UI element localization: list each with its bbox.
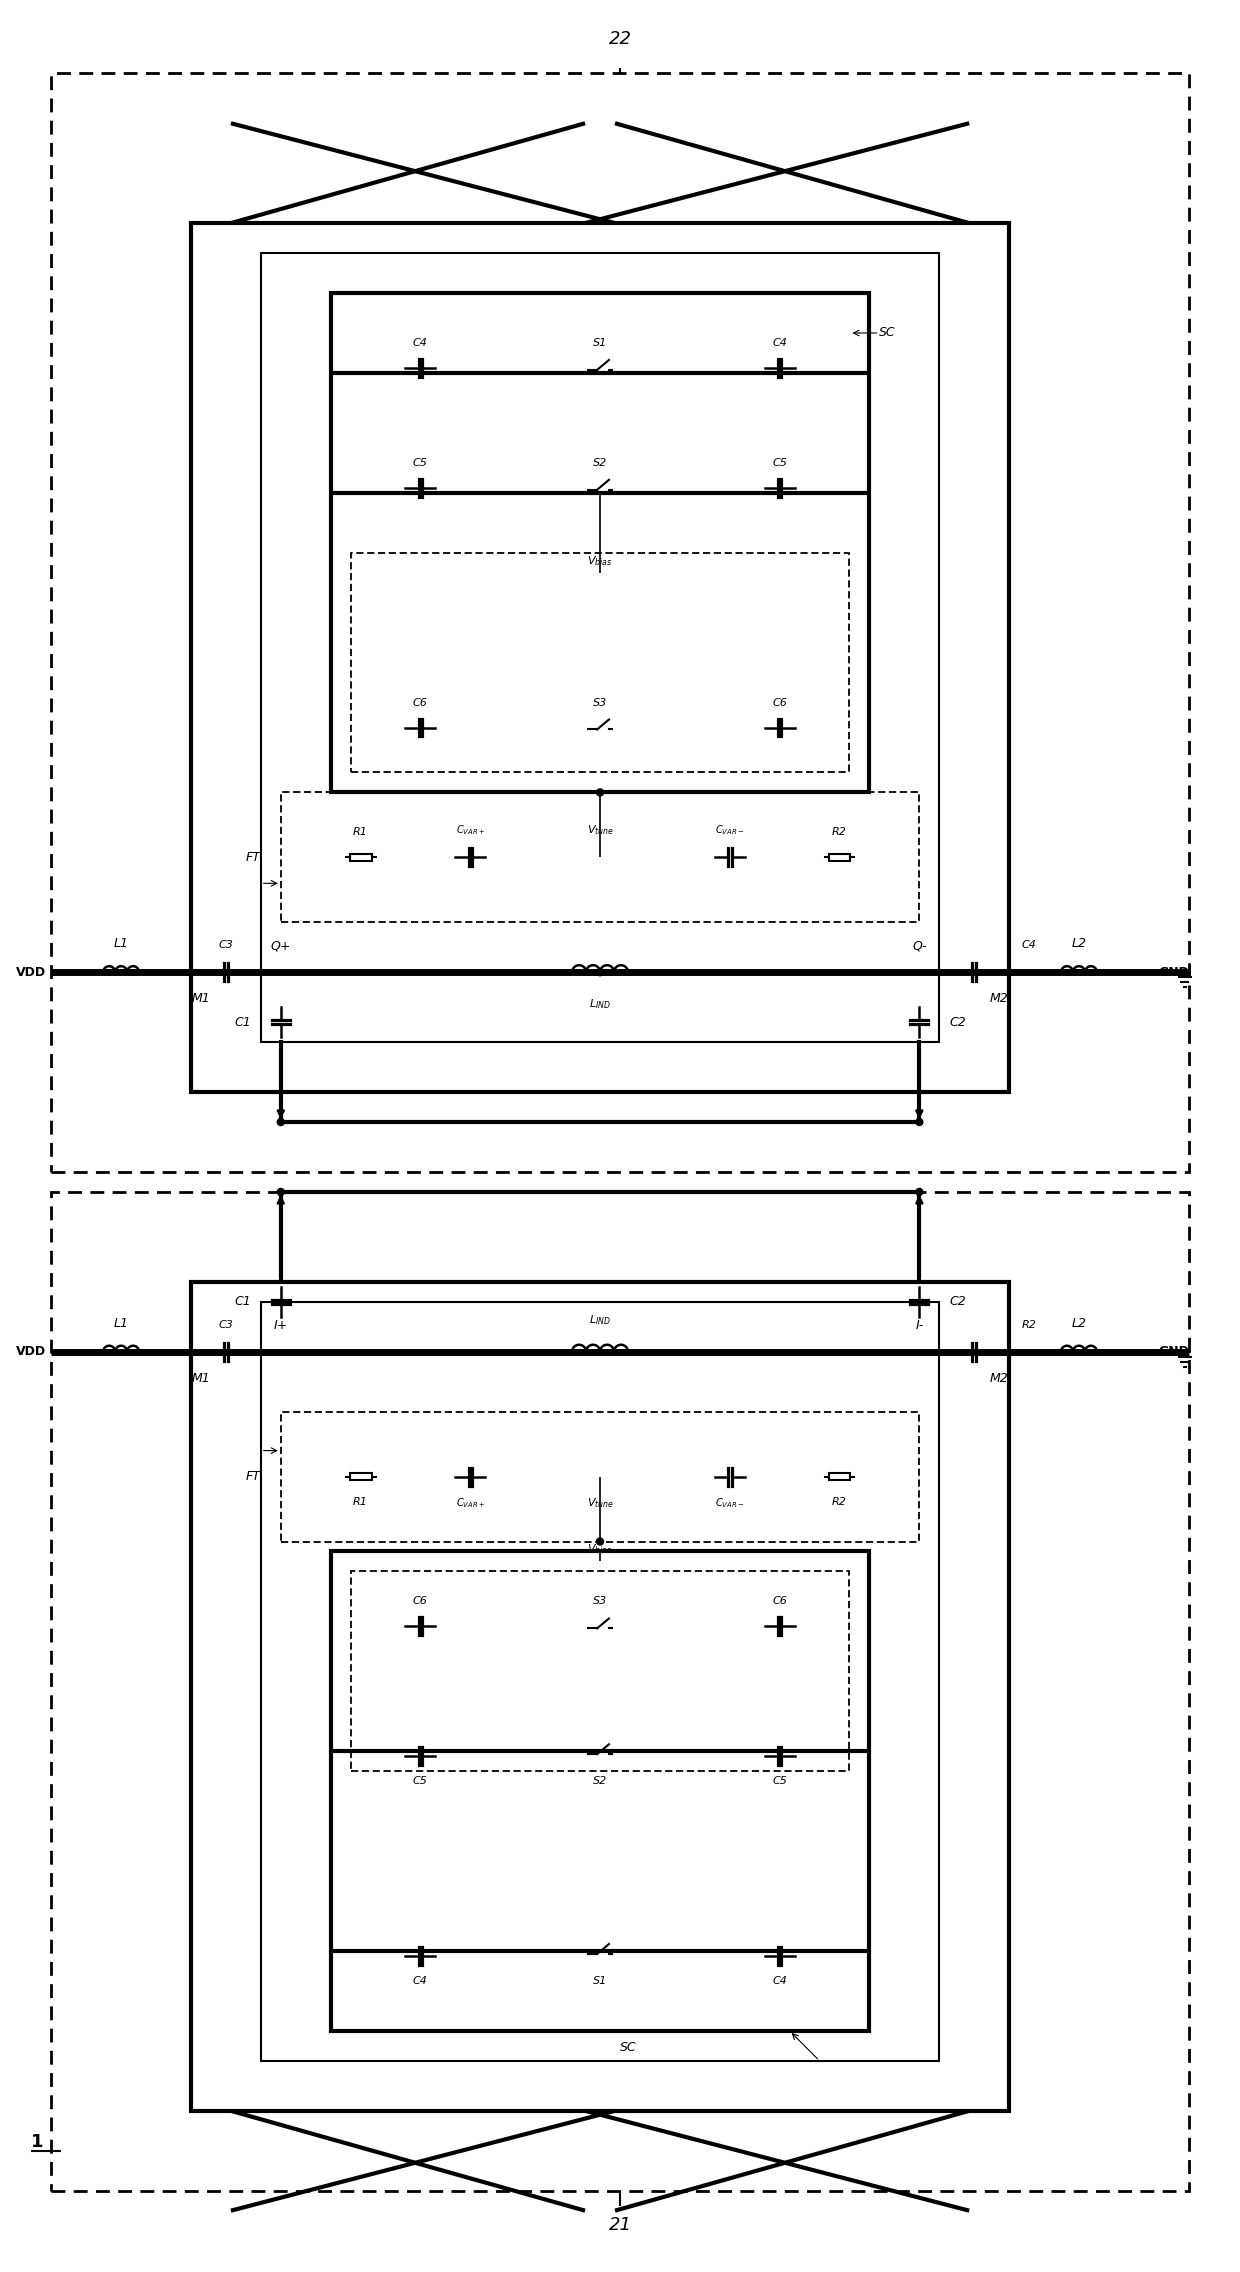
Text: Q+: Q+: [270, 938, 291, 952]
Text: C6: C6: [413, 698, 428, 707]
Text: S1: S1: [593, 1977, 608, 1986]
Text: C2: C2: [950, 1016, 966, 1029]
Text: C5: C5: [413, 459, 428, 468]
Text: S2: S2: [593, 459, 608, 468]
Text: C5: C5: [773, 1777, 787, 1786]
Text: C4: C4: [773, 339, 787, 348]
Circle shape: [596, 1538, 604, 1545]
Text: FT: FT: [246, 1470, 260, 1484]
Text: $C_{VAR+}$: $C_{VAR+}$: [456, 1497, 485, 1511]
Text: 22: 22: [609, 30, 631, 48]
Text: C2: C2: [950, 1295, 966, 1309]
Text: SC: SC: [879, 327, 897, 339]
Text: M1: M1: [191, 1372, 211, 1384]
Text: C3: C3: [218, 941, 233, 950]
Text: Q-: Q-: [911, 938, 926, 952]
Text: R1: R1: [353, 827, 368, 838]
Bar: [828, 854, 851, 861]
Text: SC: SC: [620, 2040, 636, 2054]
Text: $V_{bias}$: $V_{bias}$: [588, 554, 613, 568]
Text: L1: L1: [114, 1318, 129, 1329]
Text: C1: C1: [234, 1016, 250, 1029]
Text: I+: I+: [274, 1318, 288, 1331]
Circle shape: [278, 1188, 284, 1195]
Text: FT: FT: [246, 850, 260, 863]
Bar: [350, 1472, 372, 1479]
Bar: [350, 854, 372, 861]
Text: M2: M2: [990, 1372, 1008, 1384]
Text: S3: S3: [593, 698, 608, 707]
Text: $C_{VAR-}$: $C_{VAR-}$: [715, 822, 744, 838]
Text: VDD: VDD: [16, 966, 46, 979]
Bar: [828, 1472, 851, 1479]
Text: L1: L1: [114, 938, 129, 950]
Text: C4: C4: [413, 339, 428, 348]
Text: $L_{IND}$: $L_{IND}$: [589, 997, 611, 1011]
Text: GND: GND: [1159, 1345, 1189, 1359]
Text: $L_{IND}$: $L_{IND}$: [589, 1313, 611, 1327]
Text: $V_{tune}$: $V_{tune}$: [587, 1497, 614, 1511]
Circle shape: [916, 1118, 923, 1125]
Text: GND: GND: [1159, 966, 1189, 979]
Text: M2: M2: [990, 993, 1008, 1004]
Text: $C_{VAR+}$: $C_{VAR+}$: [456, 822, 485, 838]
Text: I-: I-: [915, 1318, 924, 1331]
Circle shape: [596, 788, 604, 795]
Text: C6: C6: [773, 698, 787, 707]
Text: C3: C3: [218, 1320, 233, 1329]
Text: C1: C1: [234, 1295, 250, 1309]
Text: S2: S2: [593, 1777, 608, 1786]
Text: VDD: VDD: [16, 1345, 46, 1359]
Text: 21: 21: [609, 2215, 631, 2233]
Text: R2: R2: [1022, 1320, 1037, 1329]
Text: S1: S1: [593, 339, 608, 348]
Text: $V_{tune}$: $V_{tune}$: [587, 822, 614, 838]
Text: C5: C5: [773, 459, 787, 468]
Text: 1: 1: [31, 2133, 43, 2152]
Text: C6: C6: [773, 1597, 787, 1606]
Text: C4: C4: [413, 1977, 428, 1986]
Text: L2: L2: [1071, 1318, 1086, 1329]
Circle shape: [916, 1188, 923, 1195]
Text: R1: R1: [353, 1497, 368, 1506]
Text: C4: C4: [773, 1977, 787, 1986]
Text: L2: L2: [1071, 938, 1086, 950]
Text: R2: R2: [832, 1497, 847, 1506]
Circle shape: [596, 968, 604, 975]
Circle shape: [278, 1118, 284, 1125]
Text: M1: M1: [191, 993, 211, 1004]
Text: S3: S3: [593, 1597, 608, 1606]
Text: C5: C5: [413, 1777, 428, 1786]
Text: $C_{VAR-}$: $C_{VAR-}$: [715, 1497, 744, 1511]
Text: C4: C4: [1022, 941, 1037, 950]
Text: R2: R2: [832, 827, 847, 838]
Text: $V_{bias}$: $V_{bias}$: [588, 1543, 613, 1556]
Text: C6: C6: [413, 1597, 428, 1606]
